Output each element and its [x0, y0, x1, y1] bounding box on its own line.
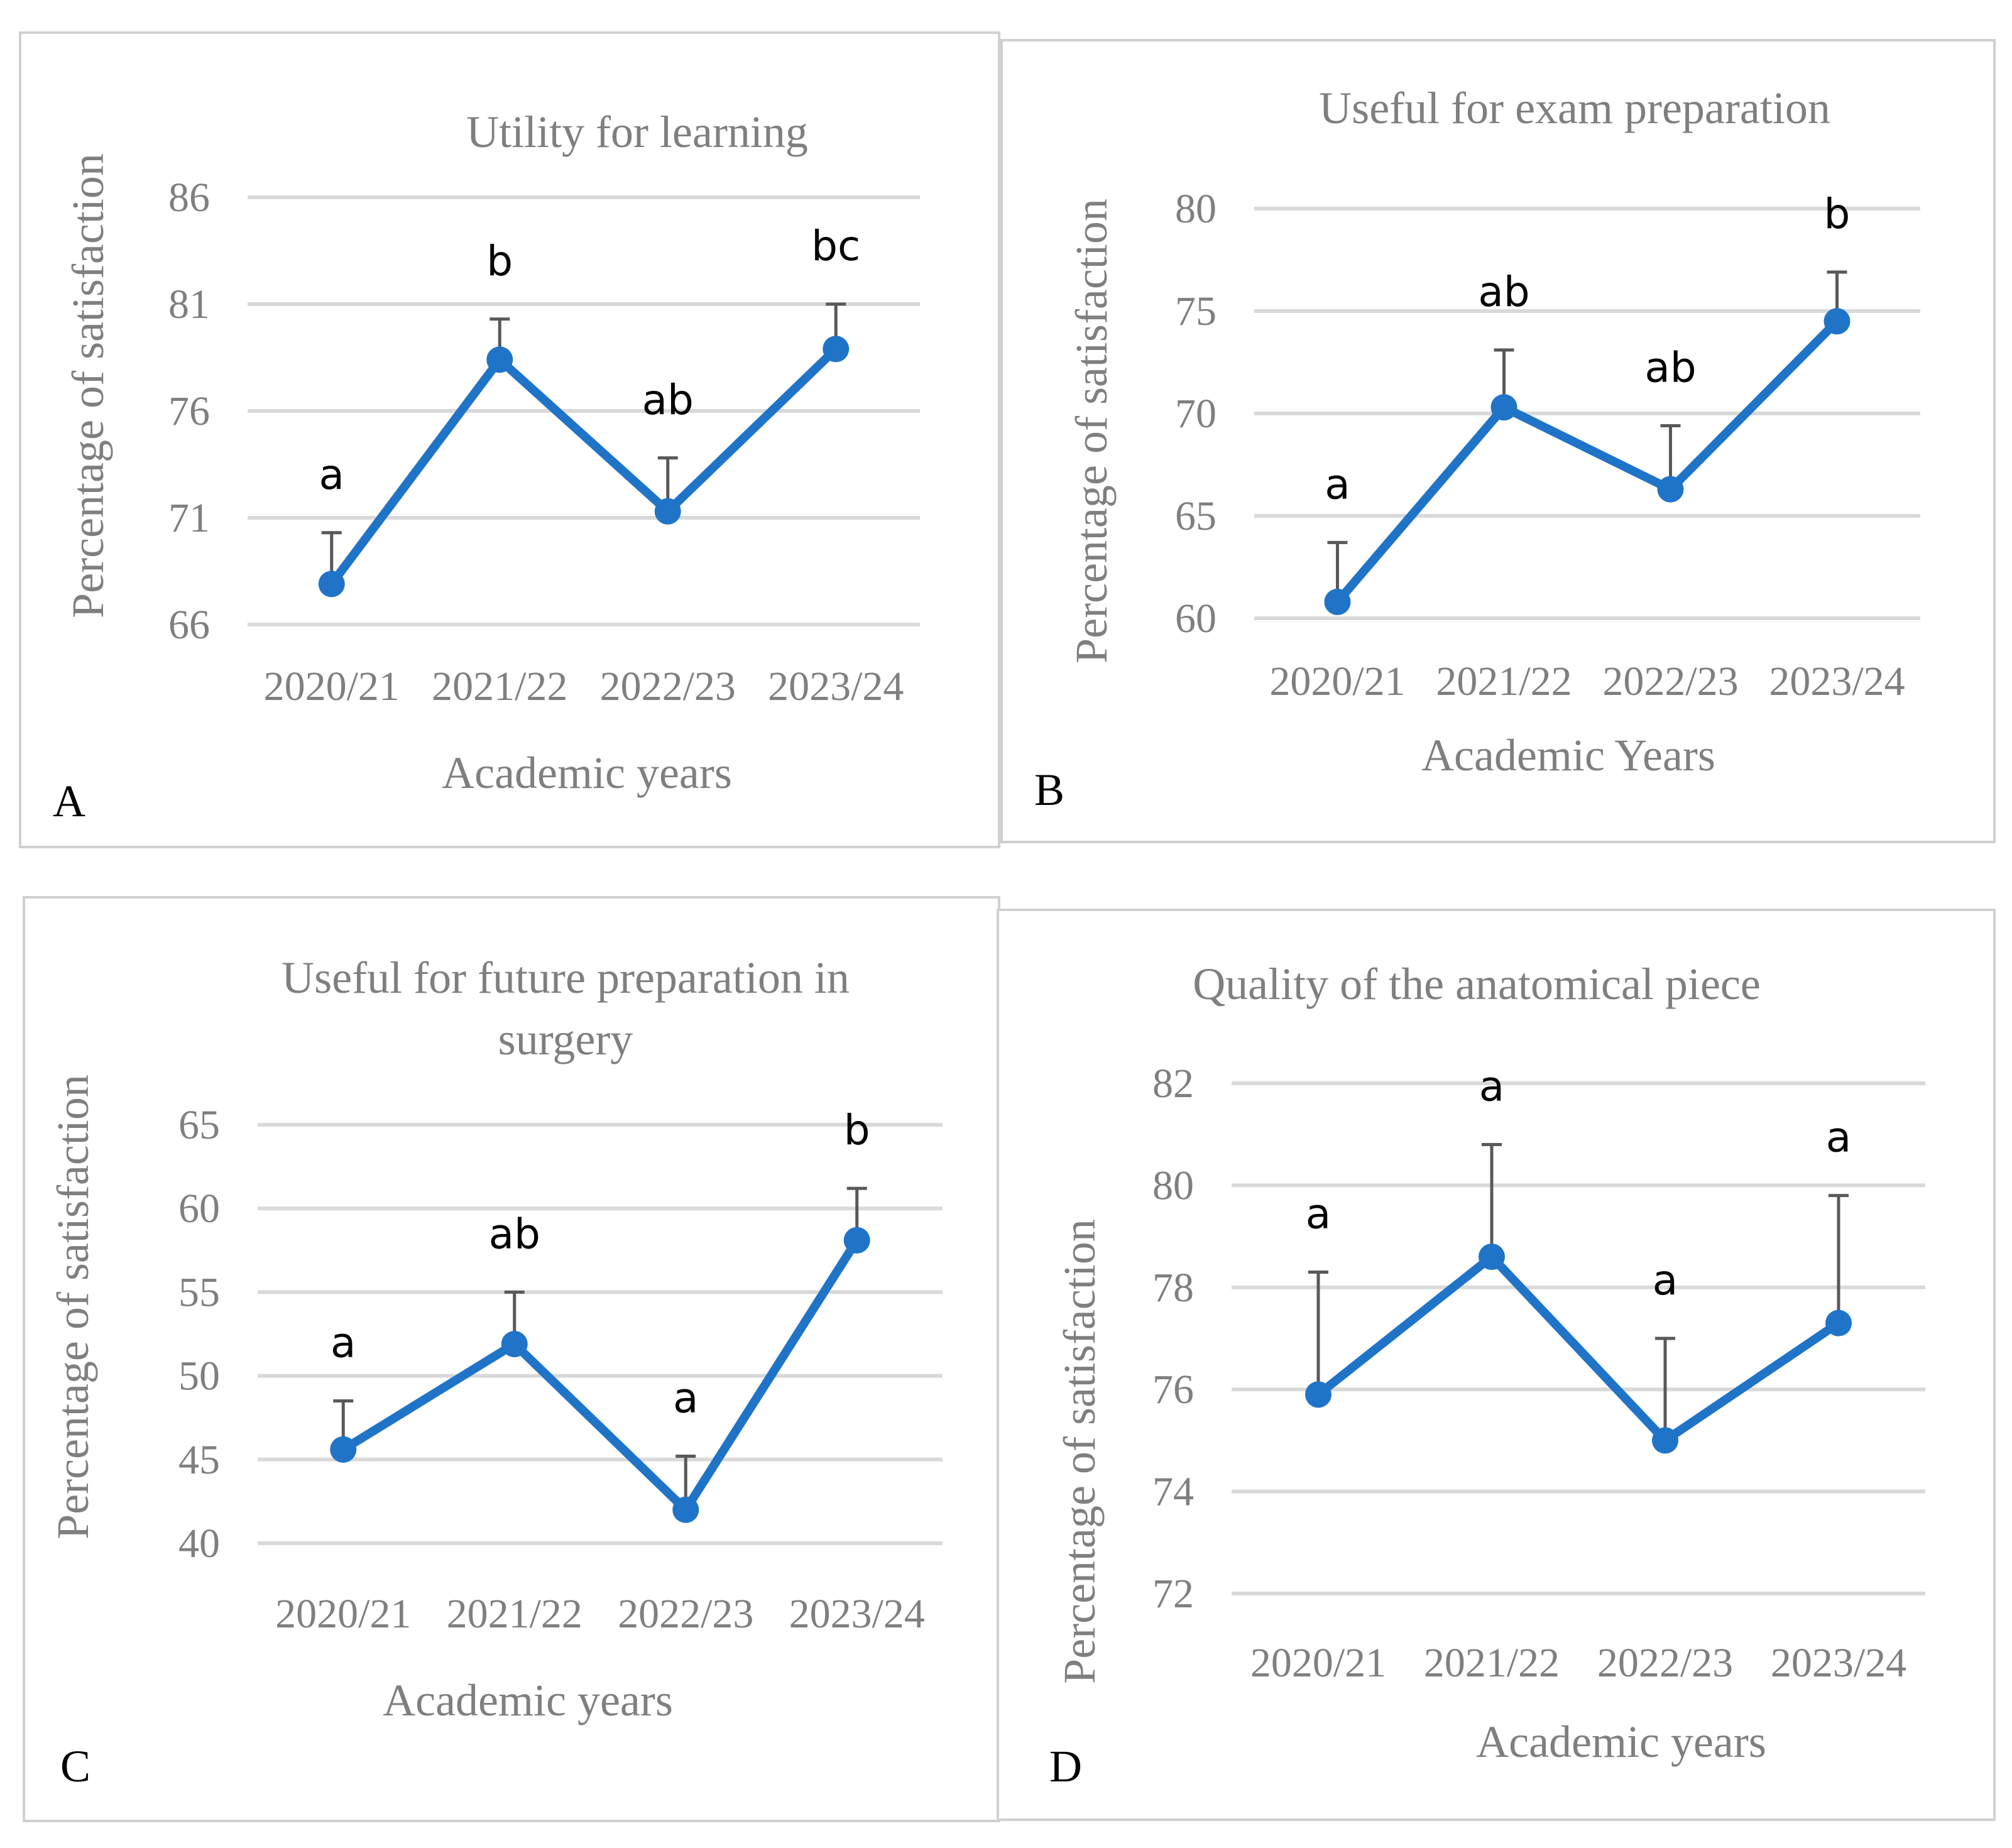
data-point [1657, 476, 1684, 503]
data-point [486, 346, 513, 373]
significance-label: ab [489, 1210, 540, 1258]
chart-panel-d: Quality of the anatomical piece 72 74 76 78 8… [997, 909, 1996, 1821]
data-point [843, 1227, 870, 1254]
x-tick-label: 2020/21 [1269, 659, 1405, 704]
y-axis-label: Percentage of satisfaction [1066, 199, 1117, 664]
chart-title: Useful for exam preparation [1319, 83, 1830, 133]
data-point [1823, 308, 1851, 335]
y-tick-label: 70 [1175, 391, 1216, 437]
x-tick-label: 2022/23 [1602, 659, 1738, 704]
y-axis-label: Percentage of satisfaction [1054, 1219, 1105, 1684]
x-tick-label: 2021/22 [432, 664, 567, 709]
y-tick-label: 65 [1175, 493, 1216, 539]
significance-label: b [486, 237, 513, 285]
data-point [823, 336, 850, 363]
x-axis-label: Academic years [442, 748, 732, 798]
y-tick-label: 45 [178, 1437, 220, 1483]
chart-panel-a: Utility for learning 66 71 76 81 86 2020/21 202… [19, 31, 1000, 848]
chart-panel-b: Useful for exam preparation 60 65 70 75 80 202… [1000, 39, 1996, 843]
data-point [1825, 1309, 1852, 1337]
y-tick-label: 76 [1152, 1367, 1194, 1413]
data-point [1652, 1427, 1678, 1454]
series-line [1315, 1252, 1841, 1445]
data-point [1324, 588, 1351, 615]
significance-label: a [1325, 460, 1350, 508]
significance-label: ab [1644, 344, 1696, 392]
x-tick-label: 2020/21 [1250, 1640, 1386, 1686]
y-tick-label: 78 [1152, 1265, 1194, 1311]
significance-label: a [673, 1374, 698, 1422]
x-tick-label: 2020/21 [275, 1591, 411, 1637]
x-tick-label: 2023/24 [789, 1591, 925, 1637]
data-point [1490, 394, 1517, 421]
significance-label: a [1306, 1189, 1331, 1238]
series-line [1334, 318, 1840, 605]
y-axis-label: Percentage of satisfaction [48, 1074, 98, 1539]
y-tick-label: 80 [1175, 186, 1216, 232]
x-tick-label: 2021/22 [1424, 1640, 1560, 1686]
y-tick-label: 71 [168, 495, 210, 541]
y-tick-label: 50 [178, 1353, 220, 1399]
y-tick-label: 40 [178, 1521, 220, 1566]
chart-c-svg: Useful for future preparation in surgery 4… [48, 953, 943, 1725]
x-tick-label: 2022/23 [1597, 1640, 1733, 1686]
significance-label: a [331, 1319, 356, 1367]
panel-letter-d: D [1049, 1741, 1082, 1791]
chart-a-svg: Utility for learning 66 71 76 81 86 2020/21 202… [63, 107, 920, 798]
significance-label: a [1653, 1256, 1678, 1304]
x-tick-label: 2023/24 [1771, 1640, 1906, 1686]
y-tick-label: 75 [1175, 288, 1216, 334]
data-point [330, 1436, 357, 1463]
y-tick-label: 65 [178, 1102, 220, 1148]
y-tick-label: 55 [178, 1269, 220, 1315]
chart-panel-c: Useful for future preparation in surgery 4… [23, 896, 1000, 1822]
chart-b-svg: Useful for exam preparation 60 65 70 75 80 202… [1066, 83, 1920, 780]
significance-label: bc [811, 222, 860, 270]
panel-letter-a: A [53, 776, 85, 826]
y-tick-label: 81 [168, 282, 210, 327]
y-tick-label: 72 [1152, 1571, 1194, 1617]
significance-label: ab [1478, 268, 1529, 316]
significance-label: b [1824, 190, 1851, 238]
x-tick-label: 2023/24 [1769, 659, 1905, 704]
chart-d-svg: Quality of the anatomical piece 72 74 76 78 8… [1054, 959, 1925, 1767]
chart-title: surgery [498, 1014, 633, 1064]
data-point [1479, 1244, 1505, 1271]
y-tick-label: 80 [1152, 1162, 1194, 1208]
data-point [672, 1496, 699, 1523]
x-tick-label: 2022/23 [618, 1591, 753, 1637]
panel-letter-b: B [1034, 765, 1065, 815]
x-tick-label: 2020/21 [264, 664, 400, 709]
data-point [318, 571, 345, 598]
data-point [654, 498, 681, 525]
y-tick-label: 86 [168, 175, 210, 221]
x-tick-label: 2022/23 [600, 664, 736, 709]
data-point [1305, 1381, 1331, 1408]
x-axis-label: Academic years [1476, 1717, 1766, 1767]
series-line [328, 346, 839, 587]
significance-label: ab [642, 376, 694, 424]
x-tick-label: 2023/24 [768, 664, 904, 709]
significance-label: a [1826, 1113, 1851, 1162]
chart-title: Utility for learning [466, 107, 808, 157]
chart-title: Quality of the anatomical piece [1193, 959, 1761, 1009]
significance-label: b [844, 1106, 870, 1154]
y-tick-label: 74 [1152, 1469, 1194, 1515]
significance-label: a [1479, 1062, 1504, 1110]
x-tick-label: 2021/22 [447, 1591, 582, 1637]
y-tick-label: 82 [1152, 1061, 1194, 1107]
y-tick-label: 76 [168, 388, 210, 434]
y-tick-label: 60 [1175, 596, 1216, 642]
data-point [501, 1330, 528, 1357]
panel-letter-c: C [60, 1741, 91, 1791]
x-tick-label: 2021/22 [1436, 659, 1572, 704]
y-axis-label: Percentage of satisfaction [63, 153, 113, 618]
y-tick-label: 66 [168, 602, 210, 648]
series-line [341, 1238, 861, 1514]
x-axis-label: Academic years [383, 1675, 673, 1725]
significance-label: a [319, 451, 344, 499]
y-tick-label: 60 [178, 1186, 220, 1232]
x-axis-label: Academic Years [1421, 730, 1715, 780]
chart-title: Useful for future preparation in [282, 953, 850, 1003]
